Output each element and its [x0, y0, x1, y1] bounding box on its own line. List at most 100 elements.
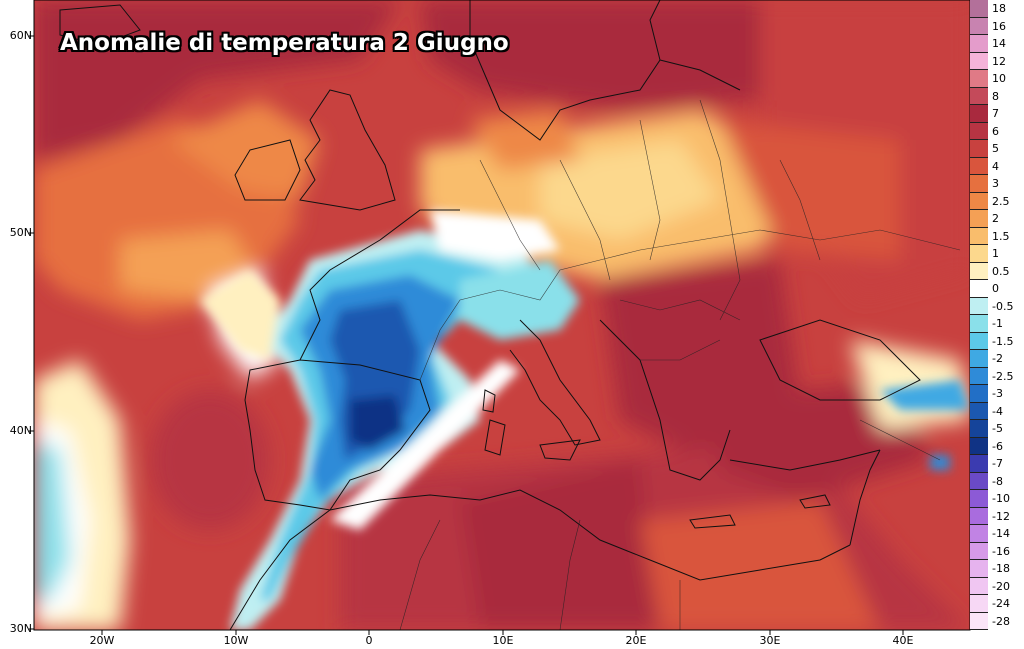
legend-entry: -28	[970, 612, 1024, 630]
legend-swatch	[970, 350, 988, 368]
legend-label: -28	[992, 614, 1010, 628]
legend-swatch	[970, 175, 988, 193]
lon-label: 20E	[625, 634, 647, 647]
legend-swatch	[970, 332, 988, 350]
legend-entry: -0.5	[970, 297, 1024, 315]
legend-label: -2.5	[992, 369, 1014, 383]
legend-entry: 7	[970, 105, 1024, 123]
legend-swatch	[970, 472, 988, 490]
legend-entry: -4	[970, 402, 1024, 420]
legend-entry: -2	[970, 350, 1024, 368]
lat-label: 30N	[9, 622, 32, 635]
legend-label: 2	[992, 212, 999, 225]
legend-label: 3	[992, 177, 999, 190]
legend-entry: -16	[970, 542, 1024, 560]
legend-label: 16	[992, 19, 1006, 33]
lat-label: 50N	[9, 226, 32, 239]
legend-label: 1	[992, 247, 999, 260]
axis-ticks	[29, 35, 904, 635]
legend-entry: -8	[970, 472, 1024, 490]
legend-entry: 4	[970, 157, 1024, 175]
legend-swatch	[970, 227, 988, 245]
lon-label: 0	[365, 634, 373, 647]
legend-entry: -24	[970, 595, 1024, 613]
legend-swatch	[970, 315, 988, 333]
legend-swatch	[970, 542, 988, 560]
lat-label: 40N	[9, 424, 32, 437]
legend-label: 2.5	[992, 194, 1010, 208]
legend-label: -16	[992, 544, 1010, 558]
legend-swatch	[970, 210, 988, 228]
legend-entry: 3	[970, 175, 1024, 193]
legend-entry: 6	[970, 122, 1024, 140]
legend-swatch	[970, 612, 988, 630]
legend-entry: -7	[970, 455, 1024, 473]
legend-swatch	[970, 297, 988, 315]
legend-label: -3	[992, 387, 1003, 400]
legend-label: 18	[992, 2, 1006, 15]
legend-label: -1	[992, 317, 1003, 330]
legend-entry: -12	[970, 507, 1024, 525]
legend-entry: -1.5	[970, 332, 1024, 350]
legend-label: -12	[992, 509, 1010, 523]
legend-label: 0.5	[992, 264, 1010, 278]
legend-entry: 0.5	[970, 262, 1024, 280]
legend-label: 4	[992, 159, 999, 173]
legend-label: -10	[992, 492, 1010, 505]
legend-swatch	[970, 262, 988, 280]
legend-label: -0.5	[992, 299, 1014, 313]
legend-label: 1.5	[992, 229, 1010, 243]
legend-swatch	[970, 0, 988, 18]
lon-label: 20W	[89, 634, 115, 647]
legend-entry: 0	[970, 280, 1024, 298]
legend-entry: 10	[970, 70, 1024, 88]
legend-entry: -5	[970, 420, 1024, 438]
legend-label: 8	[992, 89, 999, 103]
legend-swatch	[970, 525, 988, 543]
country-borders	[399, 99, 961, 630]
legend-swatch	[970, 402, 988, 420]
lon-label: 10E	[492, 634, 514, 647]
legend-entry: 12	[970, 52, 1024, 70]
legend-entry: -2.5	[970, 367, 1024, 385]
legend-swatch	[970, 52, 988, 70]
legend-label: -20	[992, 579, 1010, 593]
legend-entry: 1	[970, 245, 1024, 263]
legend-swatch	[970, 577, 988, 595]
legend-entry: -18	[970, 560, 1024, 578]
legend-swatch	[970, 70, 988, 88]
color-legend: 18 16 14 12 10 8 7 6 5 4 3 2.5 2 1.5 1 0.5 0 -0.5 -1 -1.5 -2…	[970, 0, 1024, 631]
legend-label: 6	[992, 124, 999, 138]
lat-label: 60N	[9, 29, 32, 42]
legend-swatch	[970, 595, 988, 613]
legend-swatch	[970, 385, 988, 403]
legend-label: -6	[992, 439, 1003, 453]
legend-swatch	[970, 122, 988, 140]
legend-swatch	[970, 280, 988, 298]
legend-entry: 1.5	[970, 227, 1024, 245]
legend-label: 7	[992, 107, 999, 120]
legend-entry: 8	[970, 87, 1024, 105]
legend-label: -24	[992, 597, 1010, 610]
legend-swatch	[970, 420, 988, 438]
legend-entry: 16	[970, 17, 1024, 35]
legend-entry: 18	[970, 0, 1024, 18]
lon-label: 10W	[223, 634, 249, 647]
legend-swatch	[970, 490, 988, 508]
legend-swatch	[970, 245, 988, 263]
legend-entry: -10	[970, 490, 1024, 508]
legend-label: -4	[992, 404, 1003, 418]
legend-entry: 2.5	[970, 192, 1024, 210]
legend-entry: 2	[970, 210, 1024, 228]
legend-label: -5	[992, 422, 1003, 435]
legend-swatch	[970, 35, 988, 53]
lon-label: 40E	[892, 634, 914, 647]
legend-label: 5	[992, 142, 999, 155]
legend-swatch	[970, 192, 988, 210]
legend-label: -1.5	[992, 334, 1014, 348]
legend-label: 10	[992, 72, 1006, 85]
legend-swatch	[970, 437, 988, 455]
legend-entry: -14	[970, 525, 1024, 543]
legend-swatch	[970, 105, 988, 123]
